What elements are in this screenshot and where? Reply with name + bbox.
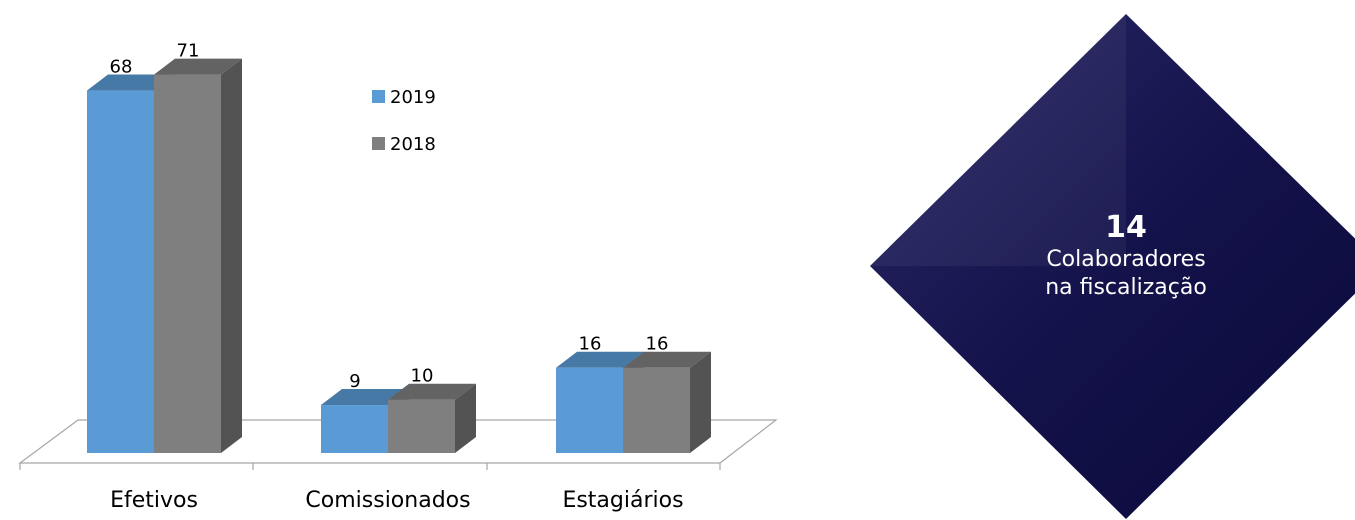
kpi-value: 14 [1105,210,1147,245]
category-label: Efetivos [110,488,198,513]
bar-2018-Efetivos [154,58,242,453]
value-label: 71 [177,41,200,62]
bars [87,58,711,453]
bar-2019-Efetivos [87,74,175,453]
value-label: 68 [110,57,133,78]
bar-chart: 68 71 9 10 16 16 Efetivos Comissionados Estagiá… [18,41,778,513]
legend-swatch [372,137,385,150]
value-label: 16 [579,334,602,355]
bar-2018-Estagiários [623,351,711,453]
legend-label: 2019 [390,87,436,108]
category-label: Estagiários [562,488,683,513]
value-labels: 68 71 9 10 16 16 [110,41,669,392]
kpi-panel: 14 Colaboradores na fiscalização [1000,210,1252,302]
category-labels: Efetivos Comissionados Estagiários [110,488,683,513]
legend: 2019 2018 [372,87,436,155]
legend-swatch [372,90,385,103]
bar-2018-Comissionados [388,383,476,453]
value-label: 9 [349,371,360,392]
value-label: 16 [646,334,669,355]
kpi-caption: Colaboradores na fiscalização [1045,247,1207,300]
category-label: Comissionados [305,488,470,513]
value-label: 10 [411,366,434,387]
legend-label: 2018 [390,134,436,155]
